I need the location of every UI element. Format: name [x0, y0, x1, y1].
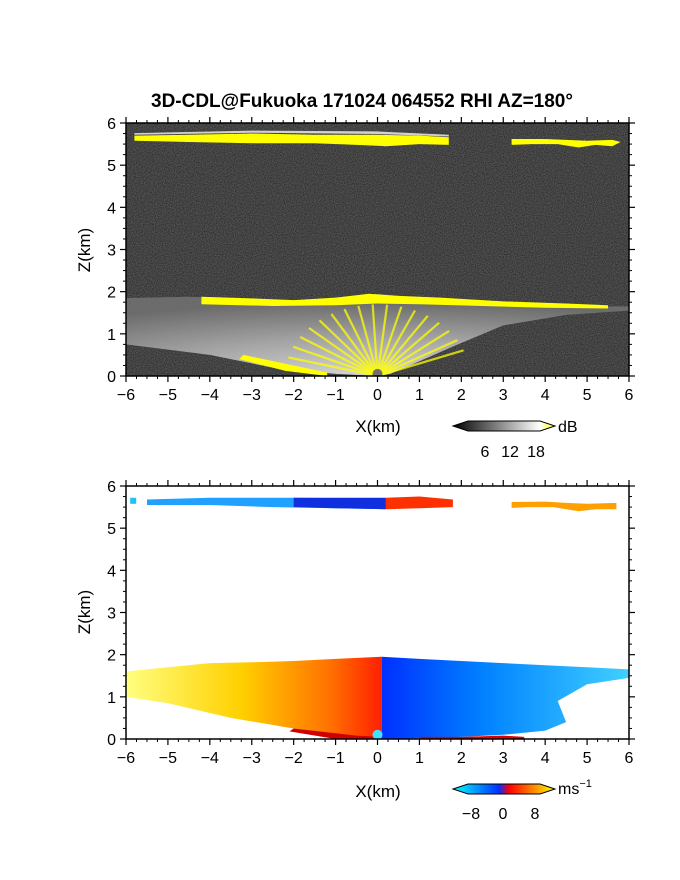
radial-streak: [343, 308, 379, 376]
velocity-axes: −6 −5 −4 −3 −2 −1 0 1 2 3 4 5 6 0 1 2 3 4 5 6: [107, 479, 635, 767]
boundary-layer-echo: [126, 293, 629, 376]
backscatter-colorbar: dB 6 12 18: [451, 419, 578, 461]
radial-streak: [318, 319, 379, 376]
surface-echo: [239, 354, 328, 376]
radial-streak: [376, 309, 416, 376]
x-tick-label: −3: [243, 387, 261, 404]
y-tick-label: 4: [107, 563, 116, 580]
backscatter-colorbar-tick: 18: [527, 444, 545, 461]
surface-fringe-right: [419, 735, 525, 739]
x-tick-label: −4: [201, 387, 219, 404]
radar-origin: [372, 368, 383, 376]
backscatter-xlabel: X(km): [355, 417, 400, 436]
x-tick-label: 6: [625, 750, 634, 767]
y-tick-label: 0: [107, 369, 116, 386]
x-tick-label: 4: [541, 750, 550, 767]
x-tick-label: −6: [117, 387, 135, 404]
x-tick-label: −5: [159, 750, 177, 767]
radial-streak: [357, 305, 379, 376]
velocity-ylabel: Z(km): [75, 590, 94, 634]
velocity-colorbar-unit: ms−1: [558, 778, 592, 798]
y-tick-label: 6: [107, 116, 116, 133]
x-tick-label: −4: [201, 750, 219, 767]
velocity-colorbar-tick: 0: [499, 806, 508, 823]
radial-streak: [377, 349, 464, 376]
x-tick-label: −3: [243, 750, 261, 767]
x-tick-label: −1: [326, 750, 344, 767]
x-tick-label: 3: [499, 387, 508, 404]
boundary-layer-positive: [126, 656, 382, 739]
cloud-layer-upper-left: [134, 133, 449, 147]
boundary-layer-top: [201, 293, 608, 309]
radial-streak: [377, 339, 458, 376]
radial-streak: [376, 304, 389, 376]
velocity-colorbar: ms−1 −8 0 8: [451, 778, 592, 823]
velocity-xlabel: X(km): [355, 782, 400, 801]
x-tick-label: 1: [415, 750, 424, 767]
backscatter-features: [126, 130, 629, 376]
backscatter-colorbar-tick: 12: [501, 444, 519, 461]
backscatter-ylabel: Z(km): [75, 228, 94, 272]
velocity-colorbar-tick: −8: [462, 806, 480, 823]
isolated-echo: [130, 497, 137, 504]
upper-layer-positive: [385, 496, 453, 510]
y-tick-label: 2: [107, 285, 116, 302]
y-tick-label: 6: [107, 479, 116, 496]
backscatter-colorbar-unit: dB: [558, 419, 578, 436]
y-tick-label: 5: [107, 158, 116, 175]
cloud-layer-upper-right: [511, 139, 621, 148]
backscatter-axes: −6 −5 −4 −3 −2 −1 0 1 2 3 4 5 6 0 1 2 3 4 5 6: [107, 116, 635, 404]
backscatter-colorbar-bar: [451, 420, 557, 432]
figure-title: 3D-CDL@Fukuoka 171024 064552 RHI AZ=180°: [151, 91, 573, 112]
x-tick-label: −5: [159, 387, 177, 404]
x-tick-label: 0: [373, 750, 382, 767]
radial-streak: [292, 345, 378, 376]
radial-streak: [371, 304, 379, 376]
y-tick-label: 2: [107, 648, 116, 665]
x-tick-label: −6: [117, 750, 135, 767]
y-tick-label: 1: [107, 327, 116, 344]
radial-streak: [376, 321, 440, 376]
backscatter-colorbar-tick: 6: [481, 444, 490, 461]
x-tick-label: 2: [457, 750, 466, 767]
y-tick-label: 0: [107, 732, 116, 749]
x-tick-label: 3: [499, 750, 508, 767]
velocity-features: [126, 496, 629, 739]
surface-fringe-left: [289, 728, 382, 739]
x-tick-label: 2: [457, 387, 466, 404]
y-tick-label: 4: [107, 200, 116, 217]
velocity-colorbar-unit-exponent: −1: [579, 778, 592, 790]
radial-streak: [308, 327, 379, 376]
radial-streak: [376, 329, 450, 376]
x-tick-label: 4: [541, 387, 550, 404]
y-tick-label: 5: [107, 521, 116, 538]
velocity-panel: −6 −5 −4 −3 −2 −1 0 1 2 3 4 5 6 0 1 2 3 4 5 6 X(km) Z(km) m…: [75, 479, 635, 823]
radial-streak: [288, 356, 378, 376]
velocity-colorbar-tick: 8: [531, 806, 540, 823]
x-tick-label: 0: [373, 387, 382, 404]
x-tick-label: −2: [285, 387, 303, 404]
radial-streak: [299, 335, 378, 376]
radial-streak: [330, 313, 379, 376]
velocity-colorbar-bar: [451, 783, 557, 795]
radial-streak: [376, 315, 429, 376]
radar-origin: [372, 729, 383, 739]
x-tick-label: 5: [583, 387, 592, 404]
y-tick-label: 1: [107, 690, 116, 707]
cloud-layer-upper-edge: [134, 130, 449, 137]
y-tick-label: 3: [107, 243, 116, 260]
boundary-layer-negative: [381, 656, 629, 739]
y-tick-label: 3: [107, 606, 116, 623]
x-tick-label: −1: [326, 387, 344, 404]
radial-streak: [376, 306, 403, 376]
x-tick-label: 1: [415, 387, 424, 404]
upper-layer-right: [511, 501, 617, 512]
x-tick-label: −2: [285, 750, 303, 767]
x-tick-label: 6: [625, 387, 634, 404]
x-tick-label: 5: [583, 750, 592, 767]
upper-layer-strong-negative: [293, 497, 386, 510]
